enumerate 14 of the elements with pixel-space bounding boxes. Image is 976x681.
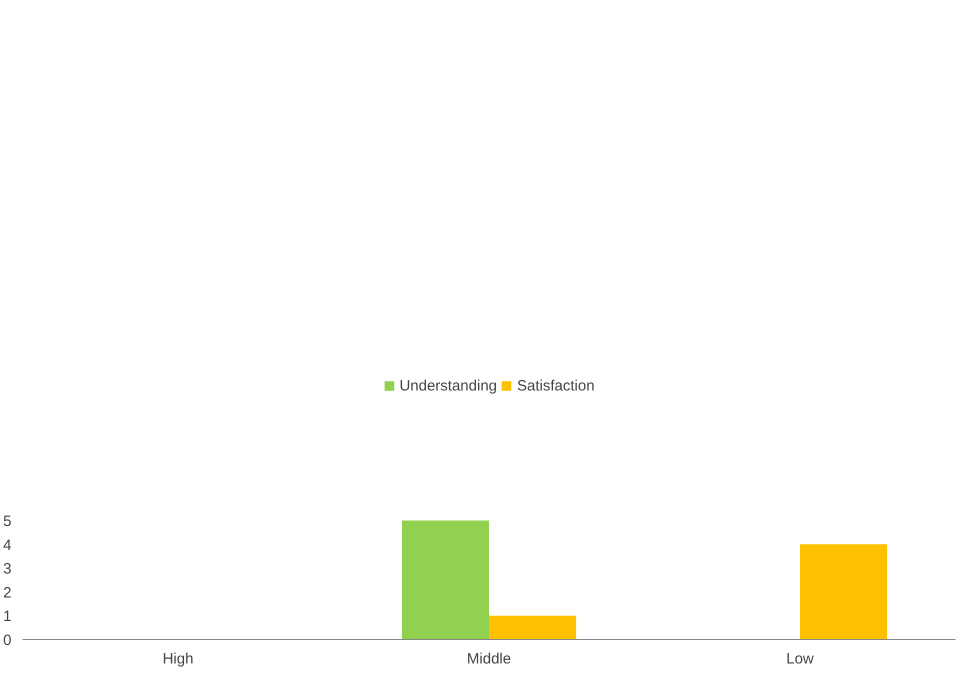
y-tick-label: 5 xyxy=(3,513,12,530)
y-tick-label: 2 xyxy=(3,584,12,602)
x-tick-label: Middle xyxy=(466,650,512,668)
legend-label: Satisfaction xyxy=(517,377,595,394)
legend-label: Understanding xyxy=(399,377,498,394)
bar xyxy=(402,520,489,640)
bar xyxy=(489,616,576,640)
x-tick-label: High xyxy=(162,650,194,668)
y-tick-label: 1 xyxy=(3,608,12,626)
y-tick-label: 4 xyxy=(3,536,12,554)
x-tick-label: Low xyxy=(786,650,814,668)
y-tick-label: 3 xyxy=(3,560,12,578)
bar xyxy=(800,544,888,640)
y-tick-label: 0 xyxy=(3,632,12,649)
